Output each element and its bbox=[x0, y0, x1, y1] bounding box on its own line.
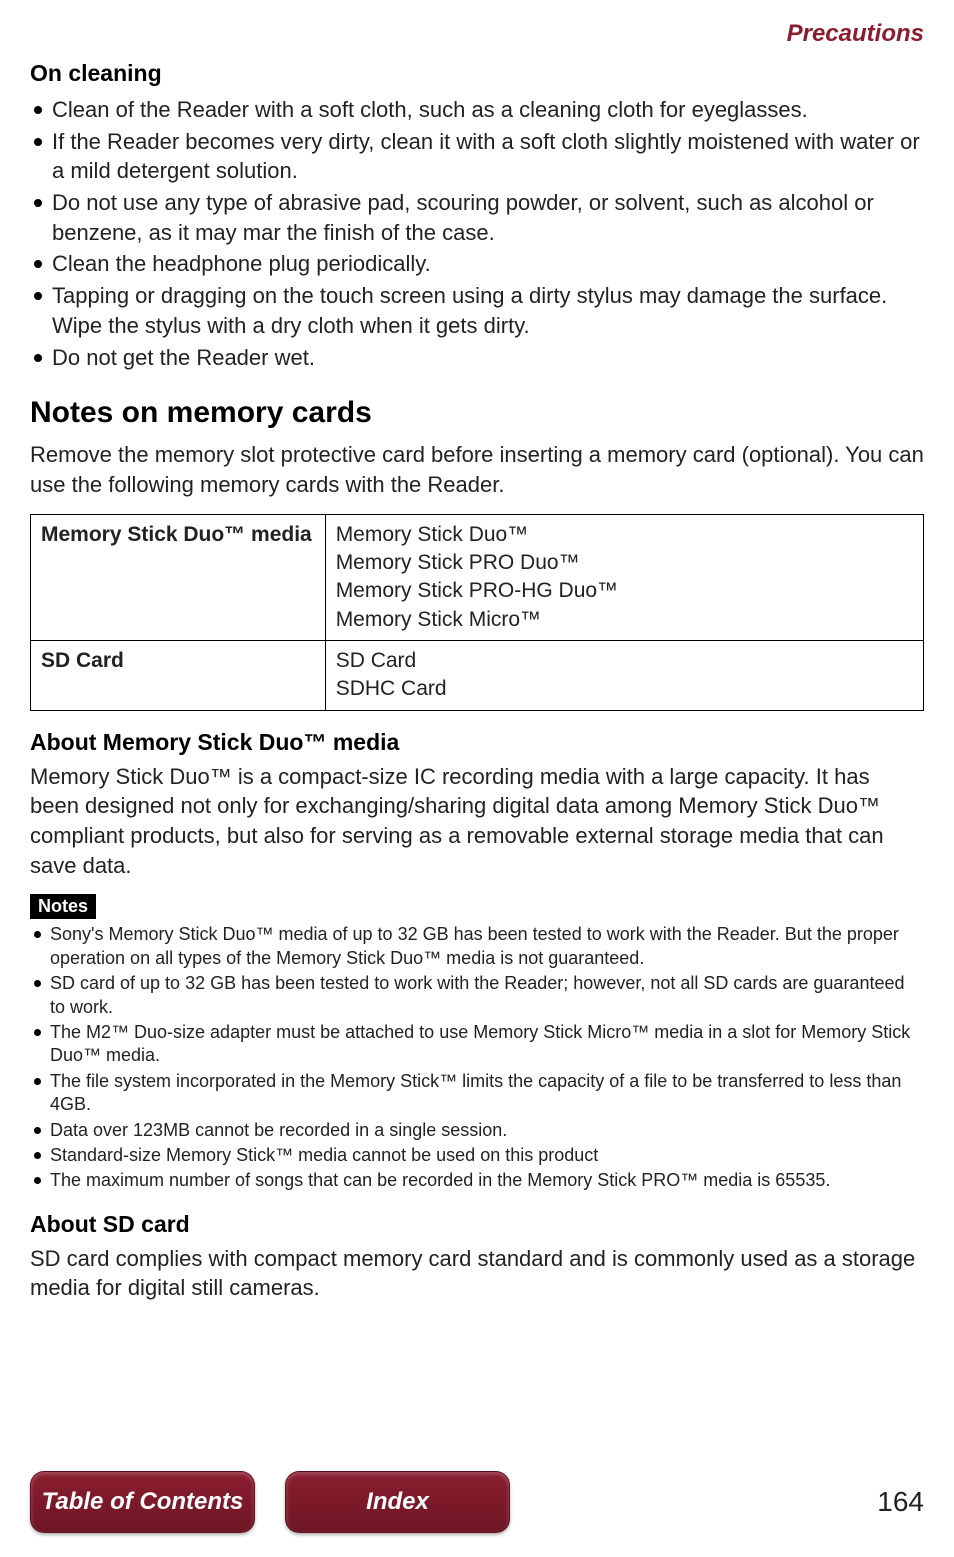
subsection-heading-about-sd: About SD card bbox=[30, 1211, 924, 1238]
section-heading-memory-cards: Notes on memory cards bbox=[30, 396, 924, 430]
list-item: Sony's Memory Stick Duo™ media of up to … bbox=[30, 923, 924, 970]
footer-row: Table of Contents Index 164 bbox=[30, 1471, 924, 1533]
cleaning-list: Clean of the Reader with a soft cloth, s… bbox=[30, 95, 924, 372]
index-button[interactable]: Index bbox=[285, 1471, 510, 1533]
list-item: The maximum number of songs that can be … bbox=[30, 1169, 924, 1192]
memory-compat-table: Memory Stick Duo™ media Memory Stick Duo… bbox=[30, 514, 924, 711]
page-number: 164 bbox=[877, 1486, 924, 1518]
table-cell-right: Memory Stick Duo™ Memory Stick PRO Duo™ … bbox=[325, 514, 923, 640]
list-item: Clean of the Reader with a soft cloth, s… bbox=[30, 95, 924, 125]
list-item: Standard-size Memory Stick™ media cannot… bbox=[30, 1144, 924, 1167]
notes-list: Sony's Memory Stick Duo™ media of up to … bbox=[30, 923, 924, 1192]
notes-tag: Notes bbox=[30, 894, 96, 919]
toc-button[interactable]: Table of Contents bbox=[30, 1471, 255, 1533]
list-item: Tapping or dragging on the touch screen … bbox=[30, 281, 924, 340]
list-item: Do not use any type of abrasive pad, sco… bbox=[30, 188, 924, 247]
about-ms-body: Memory Stick Duo™ is a compact-size IC r… bbox=[30, 762, 924, 881]
page-header-title: Precautions bbox=[30, 20, 924, 48]
section-heading-cleaning: On cleaning bbox=[30, 60, 924, 87]
list-item: Clean the headphone plug periodically. bbox=[30, 249, 924, 279]
list-item: Data over 123MB cannot be recorded in a … bbox=[30, 1119, 924, 1142]
list-item: Do not get the Reader wet. bbox=[30, 343, 924, 373]
table-row: Memory Stick Duo™ media Memory Stick Duo… bbox=[31, 514, 924, 640]
list-item: SD card of up to 32 GB has been tested t… bbox=[30, 972, 924, 1019]
table-cell-left: Memory Stick Duo™ media bbox=[31, 514, 326, 640]
table-cell-left: SD Card bbox=[31, 640, 326, 710]
table-cell-right: SD Card SDHC Card bbox=[325, 640, 923, 710]
memory-intro-text: Remove the memory slot protective card b… bbox=[30, 440, 924, 499]
table-row: SD Card SD Card SDHC Card bbox=[31, 640, 924, 710]
list-item: The M2™ Duo-size adapter must be attache… bbox=[30, 1021, 924, 1068]
list-item: If the Reader becomes very dirty, clean … bbox=[30, 127, 924, 186]
subsection-heading-about-ms: About Memory Stick Duo™ media bbox=[30, 729, 924, 756]
list-item: The file system incorporated in the Memo… bbox=[30, 1070, 924, 1117]
about-sd-body: SD card complies with compact memory car… bbox=[30, 1244, 924, 1303]
